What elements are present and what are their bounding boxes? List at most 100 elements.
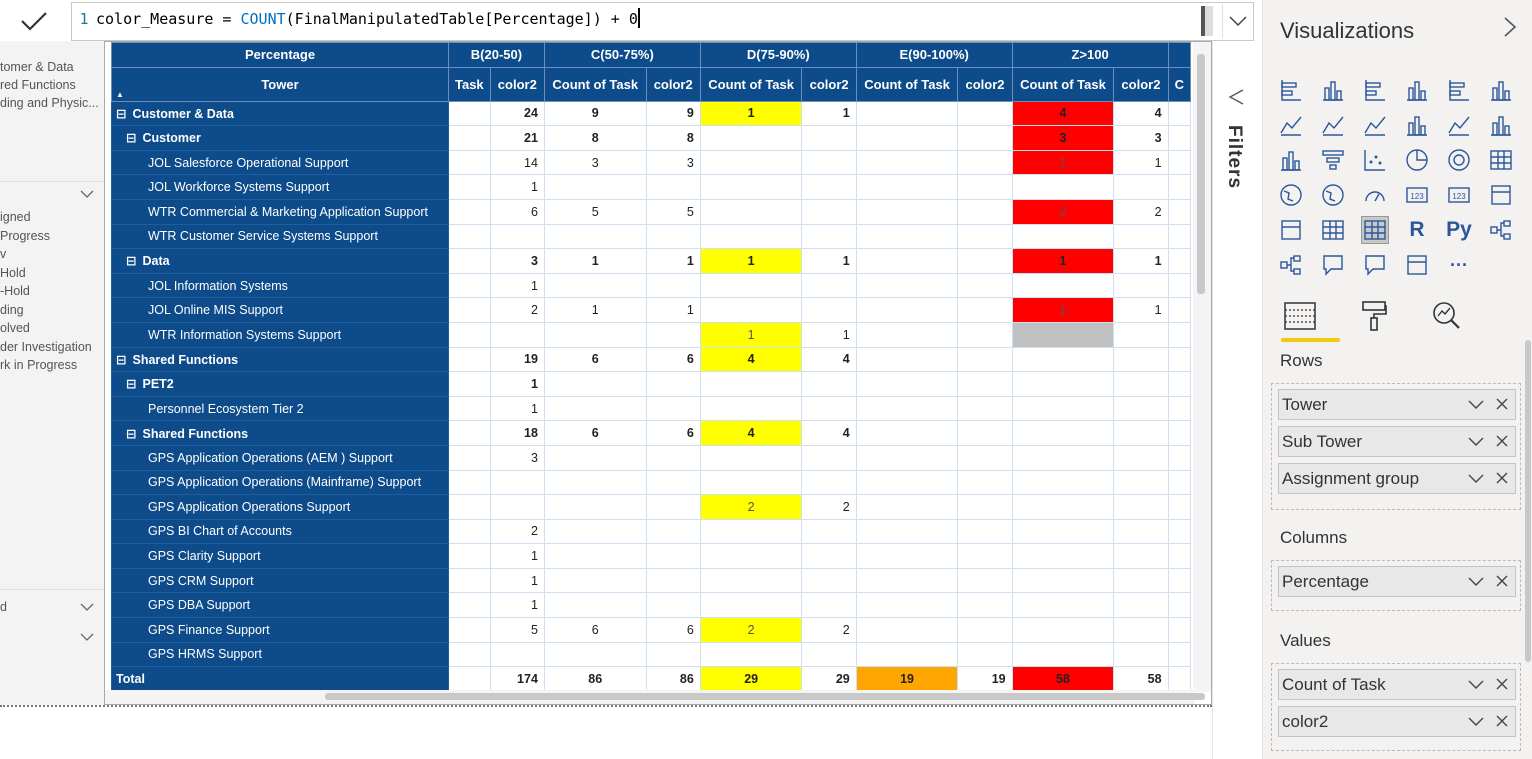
value-cell[interactable]: 1 (1011, 149, 1115, 176)
value-cell[interactable] (645, 371, 701, 397)
field-chip-tower[interactable]: Tower (1278, 389, 1516, 420)
pane-scrollbar[interactable] (1525, 340, 1531, 662)
100-bar-icon[interactable] (1445, 76, 1473, 104)
value-cell[interactable]: 2 (699, 617, 803, 643)
collapse-icon[interactable]: ⊟ (126, 426, 137, 441)
value-cell[interactable] (1011, 272, 1115, 299)
value-cell[interactable] (957, 248, 1013, 274)
value-cell[interactable] (448, 321, 491, 348)
value-cell[interactable] (645, 223, 701, 250)
remove-field-icon[interactable] (1495, 464, 1509, 502)
value-cell[interactable] (699, 371, 803, 397)
slicer-item[interactable]: rk in Progress (0, 358, 78, 372)
row-header-cell[interactable]: JOL Salesforce Operational Support (111, 149, 449, 176)
chevron-down-icon[interactable] (80, 603, 94, 611)
value-cell[interactable] (1011, 469, 1115, 496)
value-cell[interactable] (489, 469, 545, 496)
matrix-visual[interactable]: Percentage B(20-50) C(50-75%) D(75-90%) … (104, 41, 1212, 705)
value-cell[interactable] (543, 641, 647, 668)
value-cell[interactable]: 1 (699, 100, 803, 127)
field-dropdown-icon[interactable] (1467, 567, 1485, 605)
value-cell[interactable]: 21 (489, 125, 545, 151)
python-visual-icon[interactable]: Py (1446, 218, 1472, 241)
value-cell[interactable]: 3 (489, 444, 545, 471)
value-cell[interactable]: 4 (801, 420, 857, 446)
value-cell[interactable] (1011, 371, 1115, 397)
value-cell[interactable] (957, 469, 1013, 496)
value-cell[interactable] (957, 125, 1013, 151)
value-cell[interactable] (1011, 346, 1115, 373)
column-group-d[interactable]: D(75-90%) (699, 42, 857, 68)
value-cell[interactable] (801, 592, 857, 619)
analytics-tab[interactable] (1427, 296, 1465, 336)
commit-formula-button[interactable] (0, 0, 68, 41)
value-cell[interactable] (855, 346, 959, 373)
value-cell[interactable]: 5 (489, 617, 545, 643)
horizontal-scrollbar[interactable] (105, 690, 1205, 704)
slicer-item[interactable]: Hold (0, 265, 26, 280)
value-cell[interactable] (957, 149, 1013, 176)
value-cell[interactable]: 19 (855, 666, 959, 692)
value-cell[interactable] (1113, 617, 1169, 643)
area-chart-icon[interactable] (1319, 111, 1347, 139)
value-cell[interactable]: 18 (489, 420, 545, 446)
matrix-icon[interactable] (1361, 216, 1389, 244)
value-cell[interactable] (855, 592, 959, 619)
column-header-count-of-task[interactable]: Count of Task (699, 66, 803, 102)
value-cell[interactable]: 2 (1113, 198, 1169, 225)
value-cell[interactable] (699, 469, 803, 496)
value-cell[interactable] (801, 297, 857, 323)
stacked-bar-icon[interactable] (1277, 76, 1305, 104)
value-cell[interactable] (855, 469, 959, 496)
value-cell[interactable]: 1 (489, 395, 545, 422)
value-cell[interactable]: 1 (801, 100, 857, 127)
pie-icon[interactable] (1403, 146, 1431, 174)
value-cell[interactable] (543, 272, 647, 299)
value-cell[interactable] (489, 494, 545, 520)
value-cell[interactable] (855, 149, 959, 176)
value-cell[interactable] (957, 297, 1013, 323)
value-cell[interactable]: 1 (489, 371, 545, 397)
value-cell[interactable] (645, 641, 701, 668)
value-cell[interactable] (855, 420, 959, 446)
value-cell[interactable] (699, 198, 803, 225)
value-cell[interactable] (448, 666, 491, 692)
value-cell[interactable] (855, 518, 959, 545)
row-header-cell[interactable]: ⊟ Customer & Data (111, 100, 449, 127)
value-cell[interactable] (448, 297, 491, 323)
column-group-c[interactable]: C(50-75%) (543, 42, 701, 68)
row-header-cell[interactable]: ⊟ Shared Functions (111, 346, 449, 373)
value-cell[interactable] (1113, 223, 1169, 250)
value-cell[interactable] (855, 174, 959, 200)
value-cell[interactable] (957, 592, 1013, 619)
value-cell[interactable] (543, 567, 647, 594)
value-cell[interactable] (448, 272, 491, 299)
value-cell[interactable] (855, 494, 959, 520)
column-header-count-of-task[interactable]: Count of Task (1011, 66, 1115, 102)
value-cell[interactable]: 3 (489, 248, 545, 274)
value-cell[interactable] (699, 518, 803, 545)
field-dropdown-icon[interactable] (1467, 670, 1485, 708)
column-header-color2[interactable]: color2 (1113, 66, 1169, 102)
value-cell[interactable] (801, 272, 857, 299)
row-header-cell[interactable]: WTR Customer Service Systems Support (111, 223, 449, 250)
value-cell[interactable]: 8 (645, 125, 701, 151)
value-cell[interactable]: 6 (489, 198, 545, 225)
value-cell[interactable]: 6 (543, 420, 647, 446)
column-group-e[interactable]: E(90-100%) (855, 42, 1013, 68)
slicer-icon[interactable] (1277, 216, 1305, 244)
treemap-icon[interactable] (1487, 146, 1515, 174)
value-cell[interactable] (489, 321, 545, 348)
slicer-item[interactable]: v (0, 247, 7, 261)
slicer-item[interactable]: igned (0, 210, 31, 224)
value-cell[interactable] (855, 617, 959, 643)
value-cell[interactable]: 1 (489, 543, 545, 569)
value-cell[interactable] (957, 518, 1013, 545)
field-dropdown-icon[interactable] (1467, 464, 1485, 502)
value-cell[interactable] (699, 223, 803, 250)
value-cell[interactable] (448, 371, 491, 397)
value-cell[interactable] (645, 494, 701, 520)
value-cell[interactable] (543, 395, 647, 422)
value-cell[interactable]: 58 (1011, 666, 1115, 692)
row-header-cell[interactable]: GPS Clarity Support (111, 543, 449, 569)
